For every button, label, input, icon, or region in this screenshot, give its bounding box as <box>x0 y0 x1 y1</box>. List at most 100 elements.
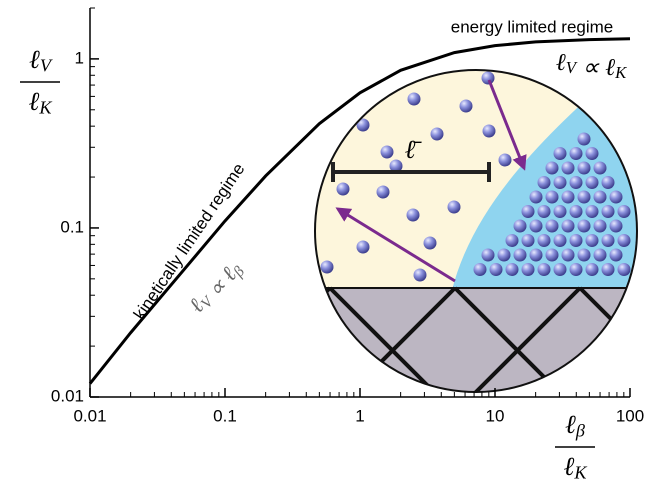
particle <box>585 176 599 189</box>
particle <box>585 234 599 247</box>
particle <box>481 248 495 262</box>
particle <box>577 219 591 233</box>
particle <box>423 236 437 250</box>
particle <box>537 176 551 189</box>
particle <box>601 234 615 247</box>
x-tick-label: 0.1 <box>213 406 237 425</box>
particle <box>617 205 631 218</box>
particle <box>529 219 543 233</box>
particle <box>336 182 350 196</box>
particle <box>498 153 512 167</box>
particle <box>569 147 583 160</box>
x-axis-label-denominator: ℓK <box>564 452 588 479</box>
trajectory-arrows <box>335 79 527 283</box>
particle <box>481 71 495 85</box>
particle <box>545 219 559 233</box>
y-axis-label-numerator: ℓV <box>29 45 53 76</box>
math-part: ℓ <box>564 452 575 479</box>
particle <box>407 92 421 106</box>
particle <box>601 205 615 218</box>
math-part: ℓ <box>29 45 40 74</box>
particle <box>505 234 519 247</box>
particle <box>593 161 607 175</box>
particle <box>577 190 591 204</box>
math-part: ℓ <box>605 55 615 81</box>
particle <box>601 263 615 276</box>
particle <box>513 219 527 233</box>
particle <box>577 161 591 175</box>
particle <box>473 263 487 276</box>
particle <box>569 234 583 247</box>
particle <box>376 185 390 199</box>
particle <box>356 240 370 254</box>
particle <box>521 263 535 276</box>
particle <box>521 234 535 247</box>
math-part: ℓ <box>29 87 40 116</box>
inset-outline <box>314 69 638 393</box>
particle <box>459 99 473 113</box>
y-axis-label-denominator: ℓK <box>29 87 53 118</box>
data-line <box>88 37 631 385</box>
y-tick-label: 1 <box>75 48 84 67</box>
x-tick-label: 0.01 <box>73 406 106 425</box>
particle <box>593 248 607 262</box>
x-tick-label: 10 <box>486 406 505 425</box>
particle <box>545 190 559 204</box>
y-tick-label: 0.1 <box>60 217 84 236</box>
math-subscript: K <box>38 98 52 118</box>
particle <box>561 219 575 233</box>
substrate-hatch <box>315 286 637 392</box>
particle <box>513 248 527 262</box>
particle <box>553 205 567 218</box>
particle <box>505 263 519 276</box>
math-subscript: V <box>40 56 53 76</box>
particle <box>553 147 567 160</box>
particle <box>585 205 599 218</box>
annotation: ℓV ∝ ℓK <box>556 50 627 82</box>
particle <box>609 190 623 204</box>
particle <box>413 268 427 282</box>
particle <box>561 248 575 262</box>
math-subscript: K <box>614 63 627 82</box>
particle <box>561 161 575 175</box>
particle <box>601 176 615 189</box>
particle <box>585 263 599 276</box>
particle <box>447 200 461 214</box>
particle <box>617 234 631 247</box>
particle <box>489 263 503 276</box>
math-part: ℓ <box>556 50 566 76</box>
particle <box>561 190 575 204</box>
particle <box>609 248 623 262</box>
y-tick-label: 0.01 <box>51 386 84 405</box>
math-subscript: V <box>566 58 578 77</box>
math-subscript: K <box>573 463 587 479</box>
particle <box>389 159 403 173</box>
schematic-inset: ℓ̄ <box>314 69 638 393</box>
particle <box>585 147 599 160</box>
particle <box>577 248 591 262</box>
particle <box>529 248 543 262</box>
particle <box>553 176 567 189</box>
math-subscript: β <box>575 421 586 441</box>
particle <box>545 161 559 175</box>
particle <box>577 132 591 146</box>
particle <box>482 124 496 138</box>
particle <box>430 127 444 141</box>
particle <box>537 205 551 218</box>
math-part: ∝ <box>576 55 605 81</box>
particle <box>553 263 567 276</box>
particle <box>529 190 543 204</box>
math-part: ℓ <box>565 410 576 439</box>
particle <box>545 248 559 262</box>
x-axis-label-numerator: ℓβ <box>565 410 586 441</box>
particle <box>553 234 567 247</box>
annotation: energy limited regime <box>451 17 614 36</box>
x-tick-label: 100 <box>616 406 644 425</box>
particle <box>537 234 551 247</box>
particle <box>609 219 623 233</box>
particle <box>593 190 607 204</box>
particle <box>593 219 607 233</box>
particle <box>569 176 583 189</box>
particle <box>380 145 394 159</box>
